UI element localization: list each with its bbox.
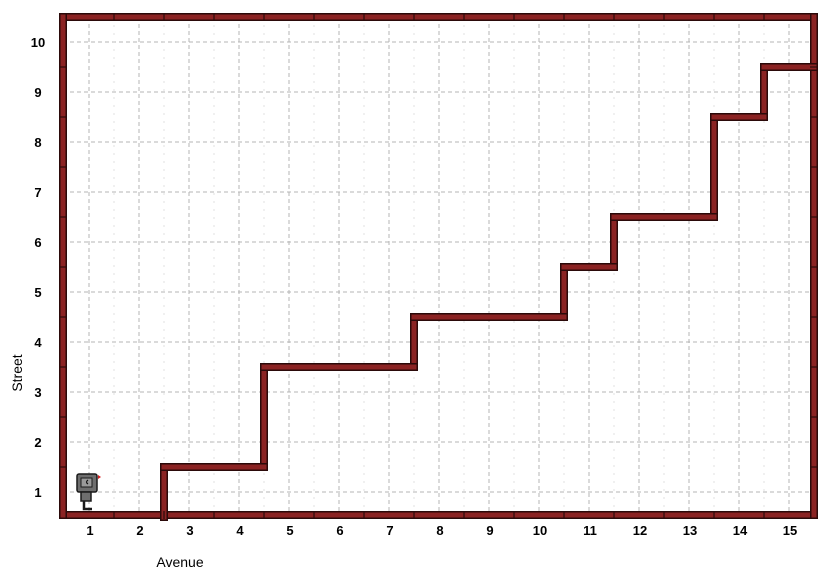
robot-body (80, 491, 92, 502)
y-axis-label: Street (9, 354, 25, 391)
robot-leg (82, 501, 92, 511)
robot-icon (76, 473, 101, 511)
street-tick-label: 5 (34, 285, 41, 300)
avenue-tick-label: 15 (783, 523, 797, 538)
avenue-tick-label: 13 (683, 523, 697, 538)
street-tick-label: 9 (34, 85, 41, 100)
avenue-tick-labels: 1 2 3 4 5 6 7 8 9 10 11 12 13 14 15 (86, 523, 797, 538)
street-tick-label: 8 (34, 135, 41, 150)
street-tick-label: 7 (34, 185, 41, 200)
avenue-tick-label: 12 (633, 523, 647, 538)
avenue-tick-label: 8 (436, 523, 443, 538)
avenue-tick-label: 10 (533, 523, 547, 538)
street-tick-label: 10 (31, 35, 45, 50)
avenue-tick-label: 9 (486, 523, 493, 538)
avenue-tick-label: 3 (186, 523, 193, 538)
avenue-tick-label: 6 (336, 523, 343, 538)
street-tick-label: 3 (34, 385, 41, 400)
street-tick-label: 1 (34, 485, 41, 500)
street-tick-label: 6 (34, 235, 41, 250)
avenue-tick-label: 11 (583, 523, 597, 538)
x-axis-label: Avenue (156, 554, 203, 570)
avenue-tick-label: 1 (86, 523, 93, 538)
avenue-tick-label: 2 (136, 523, 143, 538)
avenue-tick-label: 7 (386, 523, 393, 538)
avenue-tick-label: 5 (286, 523, 293, 538)
street-tick-label: 4 (34, 335, 42, 350)
avenue-tick-label: 4 (236, 523, 244, 538)
robot-direction-marker (98, 475, 101, 479)
avenue-tick-label: 14 (733, 523, 748, 538)
grid-lines (63, 17, 814, 515)
robot-layer (76, 473, 101, 511)
walls (59, 13, 818, 521)
street-tick-label: 2 (34, 435, 41, 450)
robot-eye (85, 479, 89, 485)
street-tick-labels: 1 2 3 4 5 6 7 8 9 10 (31, 35, 45, 500)
